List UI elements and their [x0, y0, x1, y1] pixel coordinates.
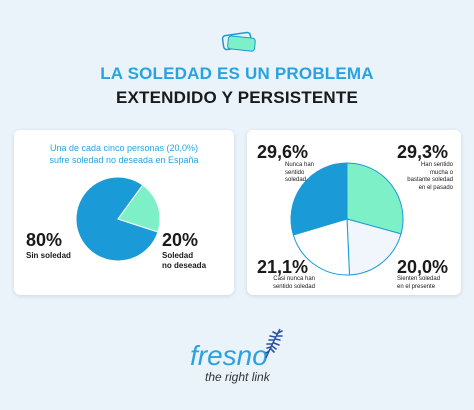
right-label-past-line3: bastante soledad — [407, 177, 453, 183]
right-pie-slice-4 — [292, 218, 351, 276]
right-pie-slice-2 — [346, 162, 404, 235]
right-label-almost-never: Casi nunca han sentido soledad — [255, 276, 315, 291]
left-pie-chart — [75, 176, 161, 262]
right-label-present-line1: Sienten soledad — [397, 276, 441, 282]
left-chart-card: Una de cada cinco personas (20,0%) sufre… — [14, 130, 234, 295]
right-label-never-line2: sentido — [285, 169, 305, 176]
right-pct-past: 29,3% — [397, 142, 449, 162]
right-pct-never: 29,6% — [257, 142, 309, 162]
left-pie-slice-2 — [117, 184, 161, 233]
right-pie-chart — [290, 162, 404, 276]
right-label-never-line1: Nunca han — [285, 162, 315, 168]
right-label-never: Nunca han sentido soledad — [285, 162, 314, 185]
fern-leaf-icon — [265, 328, 283, 359]
stacked-cards-icon — [221, 31, 256, 52]
left-chart-subtitle: Una de cada cinco personas (20,0%) sufre… — [22, 142, 226, 166]
right-label-present: Sienten soledad en el presente — [397, 276, 440, 291]
left-label-unwanted-line2: no deseada — [162, 261, 207, 270]
brand-name: fresno — [190, 340, 268, 371]
right-label-past-line1: Han sentido — [420, 162, 453, 168]
left-pct-unwanted: 20% — [162, 230, 199, 250]
brand-tagline: the right link — [205, 370, 270, 384]
left-label-no-loneliness: Sin soledad — [26, 251, 71, 260]
title-line-2: EXTENDIDO Y PERSISTENTE — [115, 88, 359, 107]
right-label-almost-never-line2: sentido soledad — [272, 283, 315, 290]
left-label-unwanted-line1: Soledad — [162, 251, 194, 260]
subtitle-line-1: Una de cada cinco personas (20,0%) — [49, 143, 199, 153]
right-pct-present: 20,0% — [397, 257, 449, 277]
right-pct-almost-never: 21,1% — [257, 257, 309, 277]
right-label-past-line2: mucha o — [429, 169, 453, 176]
right-label-never-line3: soledad — [285, 177, 307, 183]
title-line-1: LA SOLEDAD ES UN PROBLEMA — [100, 64, 374, 83]
right-chart-card: 29,6% Nunca han sentido soledad 29,3% Ha… — [247, 130, 461, 295]
right-label-almost-never-line1: Casi nunca han — [273, 276, 315, 282]
right-label-past: Han sentido mucha o bastante soledad en … — [391, 162, 453, 192]
left-label-unwanted: Soledad no deseada — [162, 251, 206, 271]
right-label-past-line4: en el pasado — [418, 184, 453, 191]
left-pct-no-loneliness: 80% — [26, 230, 63, 250]
right-label-present-line2: en el presente — [397, 283, 436, 290]
right-pie-slice-1 — [290, 162, 348, 236]
left-pie-slice-1 — [75, 176, 159, 262]
right-pie-slice-3 — [346, 218, 402, 276]
subtitle-line-2: sufre soledad no deseada en España — [49, 155, 199, 165]
